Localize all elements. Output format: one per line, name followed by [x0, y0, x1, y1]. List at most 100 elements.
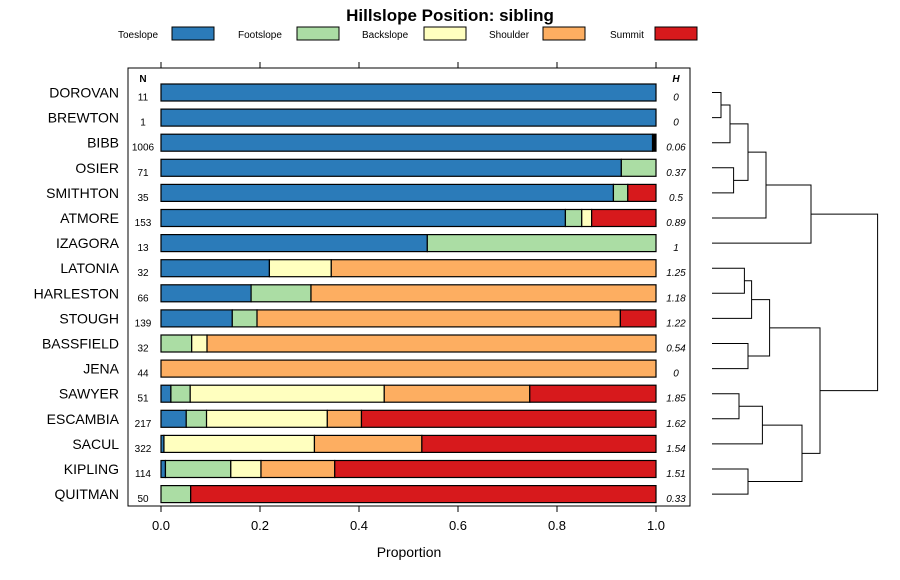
- bar-segment-sacul-backslope: [163, 434, 316, 453]
- bar-segment-escambia-backslope: [205, 409, 328, 428]
- n-column-header: N: [139, 74, 146, 85]
- dendrogram: [712, 92, 879, 495]
- dendrogram-link: [712, 151, 767, 219]
- bar-segment-atmore-summit: [591, 208, 657, 228]
- row-label-sacul: SACUL: [72, 436, 119, 452]
- bar-segment-bassfield-backslope: [191, 334, 208, 353]
- n-value-kipling: 114: [135, 469, 151, 480]
- dendrogram-link: [712, 343, 749, 370]
- n-value-stough: 139: [135, 318, 152, 329]
- bar-segment-latonia-toeslope: [160, 259, 271, 278]
- n-value-quitman: 50: [137, 494, 149, 505]
- bar-segment-quitman-footslope: [160, 485, 192, 504]
- bar-segment-quitman-summit: [190, 485, 657, 504]
- bar-segment-escambia-summit: [360, 409, 657, 428]
- bar-segment-stough-shoulder: [256, 309, 621, 328]
- bar-segment-harleston-shoulder: [310, 284, 657, 303]
- bar-segment-latonia-backslope: [268, 259, 332, 278]
- x-tick-label: 0.4: [350, 518, 368, 533]
- legend-label-summit: Summit: [610, 30, 644, 41]
- bar-segment-stough-toeslope: [160, 309, 233, 328]
- bar-segment-kipling-summit: [334, 459, 657, 479]
- row-label-smithton: SMITHTON: [46, 185, 119, 201]
- h-value-sawyer: 1.85: [666, 394, 686, 405]
- legend-swatch-toeslope: [171, 26, 215, 41]
- bar-segment-smithton-summit: [627, 183, 657, 202]
- bar-segment-harleston-footslope: [250, 284, 312, 303]
- legend-swatch-footslope: [296, 26, 340, 41]
- h-value-dorovan: 0: [673, 93, 679, 104]
- h-value-smithton: 0.5: [669, 193, 683, 204]
- h-value-kipling: 1.51: [666, 469, 685, 480]
- bar-segment-brewton-toeslope: [160, 108, 657, 127]
- dendrogram-link: [712, 280, 753, 319]
- row-label-izagora: IZAGORA: [56, 235, 120, 251]
- bar-segment-bassfield-shoulder: [206, 334, 657, 353]
- h-value-harleston: 1.18: [666, 293, 686, 304]
- row-label-quitman: QUITMAN: [54, 486, 119, 502]
- bar-segment-escambia-shoulder: [326, 409, 363, 428]
- n-value-sacul: 322: [135, 444, 152, 455]
- legend-label-footslope: Footslope: [238, 30, 282, 41]
- h-value-izagora: 1: [673, 243, 679, 254]
- dendrogram-link: [730, 123, 749, 181]
- n-value-bibb: 1006: [132, 143, 155, 154]
- row-label-osier: OSIER: [75, 160, 119, 176]
- bar-segment-stough-summit: [619, 309, 657, 328]
- row-label-latonia: LATONIA: [60, 260, 119, 276]
- h-value-bibb: 0.06: [666, 143, 686, 154]
- row-label-atmore: ATMORE: [60, 210, 119, 226]
- bar-segment-sawyer-shoulder: [383, 384, 531, 403]
- bars: DOROVAN 11 0 BREWTON 1 0 BIBB 1006 0.06 OSIER 71 0.…: [34, 83, 686, 505]
- bar-segment-kipling-footslope: [164, 459, 232, 479]
- bar-segment-smithton-toeslope: [160, 183, 615, 202]
- chart-title: Hillslope Position: sibling: [346, 6, 554, 25]
- h-value-atmore: 0.89: [666, 218, 686, 229]
- bar-segment-dorovan-toeslope: [160, 83, 657, 102]
- bar-segment-izagora-toeslope: [160, 234, 428, 253]
- legend-swatch-shoulder: [542, 26, 586, 41]
- h-value-latonia: 1.25: [666, 268, 686, 279]
- n-value-osier: 71: [137, 168, 149, 179]
- x-tick-label: 0.0: [152, 518, 170, 533]
- bar-segment-sawyer-backslope: [189, 384, 385, 403]
- h-value-escambia: 1.62: [666, 419, 686, 430]
- bar-segment-sacul-summit: [421, 434, 657, 453]
- x-tick-label: 1.0: [647, 518, 665, 533]
- row-label-bassfield: BASSFIELD: [42, 336, 119, 352]
- legend-swatch-summit: [654, 26, 698, 41]
- row-label-dorovan: DOROVAN: [49, 85, 119, 101]
- bar-segment-kipling-toeslope: [160, 459, 167, 479]
- row-label-brewton: BREWTON: [48, 110, 119, 126]
- bar-segment-escambia-toeslope: [160, 409, 187, 428]
- bar-segment-smithton-footslope: [612, 183, 629, 202]
- n-value-dorovan: 11: [138, 93, 149, 104]
- bar-segment-harleston-toeslope: [160, 284, 252, 303]
- bar-segment-bibb-summit: [651, 133, 657, 152]
- bar-segment-atmore-backslope: [581, 208, 593, 228]
- bar-segment-atmore-footslope: [564, 208, 583, 228]
- dendrogram-link: [769, 327, 821, 454]
- dendrogram-link: [712, 267, 745, 294]
- h-value-osier: 0.37: [666, 168, 686, 179]
- legend-swatch-backslope: [423, 26, 467, 41]
- n-value-harleston: 66: [137, 293, 149, 304]
- row-label-kipling: KIPLING: [64, 461, 119, 477]
- row-label-bibb: BIBB: [87, 135, 119, 151]
- n-value-escambia: 217: [135, 419, 152, 430]
- row-label-stough: STOUGH: [59, 310, 119, 326]
- h-value-brewton: 0: [673, 118, 679, 129]
- legend: Toeslope Footslope Backslope Shoulder Summit: [118, 26, 698, 41]
- row-label-harleston: HARLESTON: [34, 285, 119, 301]
- h-value-quitman: 0.33: [666, 494, 686, 505]
- bar-segment-sacul-shoulder: [313, 434, 423, 453]
- bar-segment-jena-shoulder: [160, 359, 657, 378]
- bar-segment-kipling-backslope: [230, 459, 262, 479]
- x-tick-label: 0.6: [449, 518, 467, 533]
- dendrogram-link: [712, 405, 763, 445]
- x-tick-label: 0.8: [548, 518, 566, 533]
- plot-panel: [127, 67, 691, 507]
- row-label-sawyer: SAWYER: [59, 386, 119, 402]
- axes: 0.0 0.2 0.4 0.6 0.8 1.0: [152, 62, 665, 533]
- n-value-sawyer: 51: [137, 394, 149, 405]
